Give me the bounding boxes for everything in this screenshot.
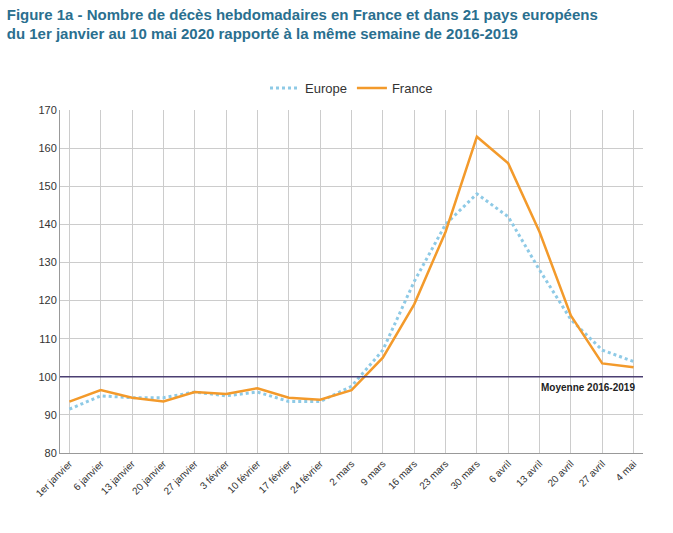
svg-text:160: 160 bbox=[38, 142, 56, 154]
svg-text:Europe: Europe bbox=[305, 81, 347, 96]
svg-text:6 janvier: 6 janvier bbox=[71, 458, 106, 493]
svg-text:9 mars: 9 mars bbox=[358, 458, 387, 487]
svg-text:150: 150 bbox=[38, 180, 56, 192]
svg-text:17 février: 17 février bbox=[257, 458, 295, 496]
svg-text:120: 120 bbox=[38, 294, 56, 306]
svg-text:France: France bbox=[392, 81, 432, 96]
svg-text:27 avril: 27 avril bbox=[577, 458, 608, 489]
svg-text:20 janvier: 20 janvier bbox=[130, 458, 169, 497]
svg-text:27 janvier: 27 janvier bbox=[161, 458, 200, 497]
svg-text:170: 170 bbox=[38, 104, 56, 116]
svg-text:24 février: 24 février bbox=[288, 458, 326, 496]
svg-text:140: 140 bbox=[38, 218, 56, 230]
svg-text:Figure 1a - Nombre de décès he: Figure 1a - Nombre de décès hebdomadaire… bbox=[7, 6, 598, 43]
svg-text:10 février: 10 février bbox=[225, 458, 263, 496]
svg-text:110: 110 bbox=[39, 333, 57, 345]
svg-text:4 mai: 4 mai bbox=[613, 458, 638, 483]
svg-text:130: 130 bbox=[38, 256, 56, 268]
svg-text:23 mars: 23 mars bbox=[417, 458, 450, 491]
svg-text:30 mars: 30 mars bbox=[449, 458, 482, 491]
svg-text:100: 100 bbox=[38, 371, 56, 383]
svg-text:13 avril: 13 avril bbox=[514, 458, 545, 489]
svg-text:90: 90 bbox=[45, 409, 57, 421]
svg-text:2 mars: 2 mars bbox=[327, 458, 356, 487]
svg-text:Moyenne 2016-2019: Moyenne 2016-2019 bbox=[541, 382, 635, 393]
svg-text:80: 80 bbox=[45, 447, 57, 459]
svg-text:20 avril: 20 avril bbox=[545, 458, 576, 489]
svg-text:13 janvier: 13 janvier bbox=[99, 458, 138, 497]
svg-text:1er janvier: 1er janvier bbox=[34, 458, 75, 499]
svg-text:16 mars: 16 mars bbox=[386, 458, 419, 491]
svg-text:3 février: 3 février bbox=[198, 458, 232, 492]
svg-text:6 avril: 6 avril bbox=[487, 458, 514, 485]
